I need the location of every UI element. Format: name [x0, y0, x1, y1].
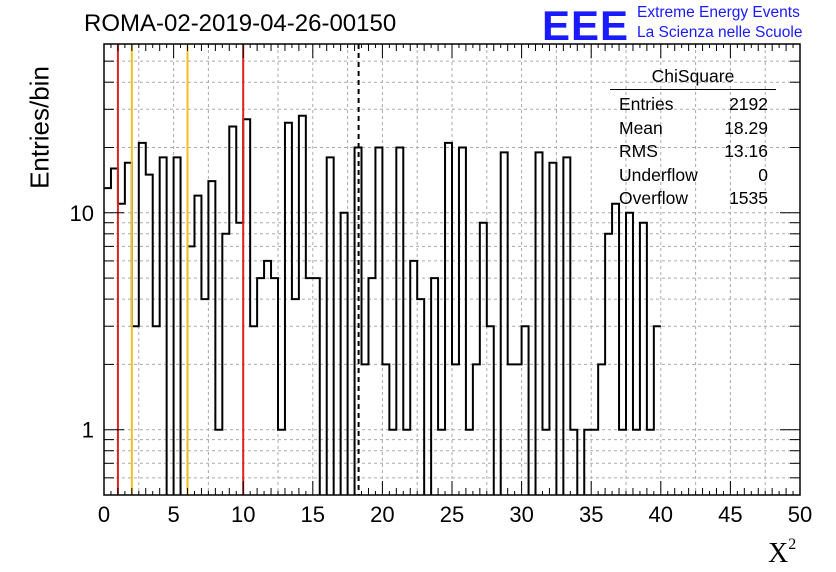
stats-label: Underflow [619, 164, 698, 185]
x-axis-label-base: X [768, 538, 789, 569]
x-tick-label: 25 [440, 502, 464, 527]
y-tick-label: 1 [82, 418, 94, 443]
x-tick-label: 35 [579, 502, 603, 527]
stats-row-mean: Mean 18.29 [610, 117, 776, 141]
y-tick-label: 10 [70, 201, 94, 226]
stats-label: Entries [619, 94, 674, 114]
x-axis-label: X2 [768, 536, 797, 570]
stats-label: RMS [619, 141, 658, 161]
eee-logo: EEE [542, 2, 630, 49]
stats-value: 2192 [729, 94, 768, 114]
x-tick-label: 5 [167, 502, 179, 527]
stats-label: Overflow [619, 188, 689, 208]
x-tick-label: 30 [509, 502, 533, 527]
stats-value: 1535 [729, 188, 768, 208]
stats-row-entries: Entries 2192 [610, 93, 776, 117]
chart-title: ROMA-02-2019-04-26-00150 [84, 10, 397, 37]
x-tick-label: 20 [370, 502, 394, 527]
stats-title: ChiSquare [610, 66, 776, 90]
x-axis-label-superscript: 2 [788, 536, 797, 553]
eee-logo-line2: La Scienza nelle Scuole [637, 24, 803, 41]
x-tick-label: 45 [718, 502, 742, 527]
stats-row-rms: RMS 13.16 [610, 140, 776, 164]
stats-box: ChiSquare Entries 2192 Mean 18.29 RMS 13.16… [610, 66, 776, 211]
x-tick-label: 10 [231, 502, 255, 527]
x-tick-label: 40 [649, 502, 673, 527]
stats-row-underflow: Underflow 0 [610, 164, 776, 188]
x-tick-label: 0 [98, 502, 110, 527]
x-tick-label: 50 [788, 502, 812, 527]
stats-value: 0 [758, 164, 768, 185]
y-axis-label: Entries/bin [24, 66, 55, 189]
stats-value: 13.16 [724, 141, 768, 161]
stats-value: 18.29 [724, 117, 768, 138]
histogram-series [104, 114, 661, 495]
x-tick-label: 15 [301, 502, 325, 527]
eee-logo-line1: Extreme Energy Events [637, 4, 800, 21]
stats-label: Mean [619, 117, 663, 138]
stats-row-overflow: Overflow 1535 [610, 187, 776, 211]
